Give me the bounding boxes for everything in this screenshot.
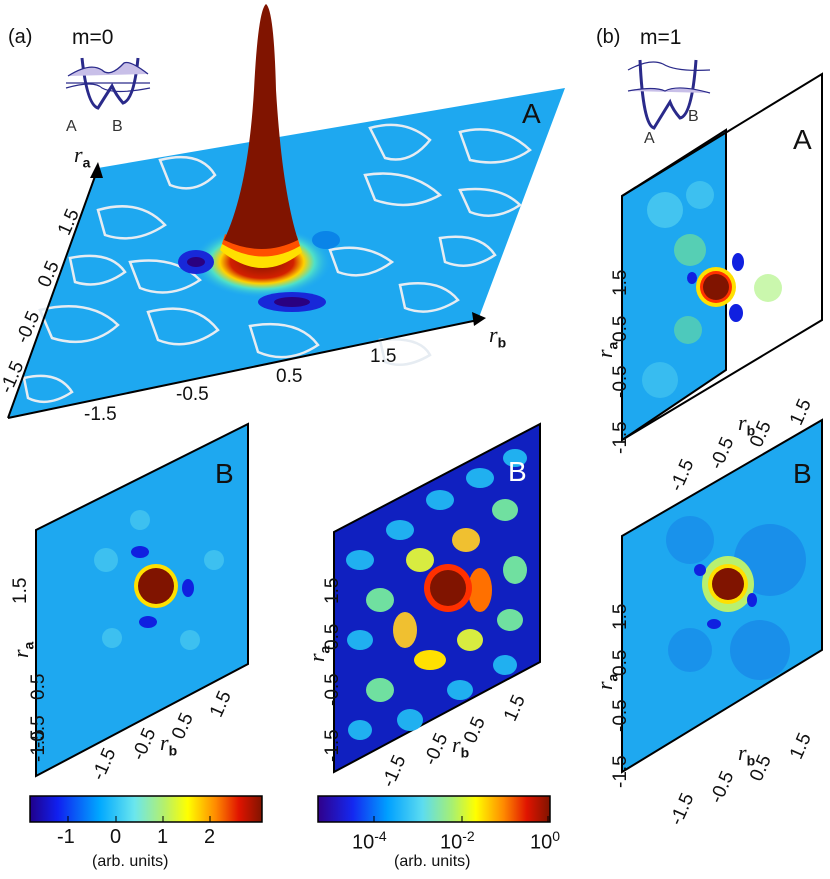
bA-ra-tick-4: -1.5 [610,421,631,454]
inset-a-double-well [65,57,151,110]
colorbar-log-bar [317,795,551,823]
main-rb-tick-4: 1.5 [370,346,397,367]
main-surface-panel [7,4,565,419]
bB-ra-title: ra [592,673,621,690]
lin-ra-tick-1: 1.5 [10,577,31,604]
colorbar-linear [29,795,263,823]
log-letter-B: B [508,456,527,487]
inset-b-double-well [627,59,711,130]
panel-b-B [621,418,823,774]
cb-lin-tick-4: 2 [204,826,216,848]
cb-log-unit: (arb. units) [394,853,471,870]
log-ra-tick-3: -0.5 [322,673,343,706]
panel-a-B-linear-peak [138,568,174,604]
inset-a-label-B: B [112,118,123,135]
cb-log-tick-3: 100 [530,828,561,854]
main-rb-tick-2: -0.5 [176,384,209,405]
panel-label-b: (b) [596,26,621,48]
lin-rb-title: rb [160,730,178,759]
log-ra-tick-2: 0.5 [322,623,343,650]
cb-lin-tick-1: -1 [57,826,75,848]
inset-b-label-B: B [688,108,699,125]
panel-a-B-log [333,422,541,774]
main-ra-title: ra [74,142,91,171]
main-letter-A: A [522,98,541,129]
main-rb-tick-3: 0.5 [276,366,303,387]
cb-lin-tick-2: 0 [110,826,122,848]
panel-b-A-peak [703,274,729,300]
b-letter-A: A [793,124,812,155]
bB-rb-title: rb [738,740,756,769]
colorbar-log [317,795,551,823]
inset-a-m-label: m=0 [72,26,114,49]
central-peak [224,4,298,249]
ra-axis-line [7,167,99,419]
colorbar-linear-bar [29,795,263,823]
bA-ra-tick-3: -0.5 [610,365,631,398]
log-blobs [346,449,527,740]
bB-ra-tick-4: -1.5 [610,755,631,788]
lin-ra-tick-2: 0.5 [28,673,49,700]
bA-ra-tick-2: 0.5 [610,315,631,342]
inset-b-m-label: m=1 [640,26,682,49]
inset-b-label-A: A [644,130,655,147]
main-rb-tick-1: -1.5 [84,404,117,425]
log-ra-tick-4: -1.5 [322,729,343,762]
log-ra-tick-1: 1.5 [322,577,343,604]
lin-letter-B: B [215,458,234,489]
bB-ra-tick-1: 1.5 [610,603,631,630]
main-contours [22,123,532,404]
cb-log-tick-1: 10-4 [352,828,387,854]
panel-label-a: (a) [8,26,33,48]
cb-lin-unit: (arb. units) [92,853,169,870]
main-rb-title: rb [489,322,507,351]
rb-axis-line [7,319,479,419]
panel-a-B-log-peak [430,570,466,606]
bA-rb-title: rb [738,410,756,439]
b-letter-B: B [793,458,812,489]
bB-ra-tick-3: -0.5 [610,699,631,732]
bA-ra-tick-1: 1.5 [610,269,631,296]
lin-ra-title: ra [8,641,37,658]
bB-ra-tick-2: 0.5 [610,649,631,676]
lin-ra-tick-4: -1.5 [28,729,49,762]
panel-b-A-frame [621,72,823,442]
cb-log-tick-2: 10-2 [440,828,475,854]
log-rb-title: rb [452,732,470,761]
bA-ra-title: ra [592,341,621,358]
cb-lin-tick-3: 1 [157,826,169,848]
panel-a-B-linear [35,422,249,778]
panel-b-A [621,128,782,442]
inset-a-label-A: A [66,118,77,135]
panel-b-B-peak [712,568,744,600]
